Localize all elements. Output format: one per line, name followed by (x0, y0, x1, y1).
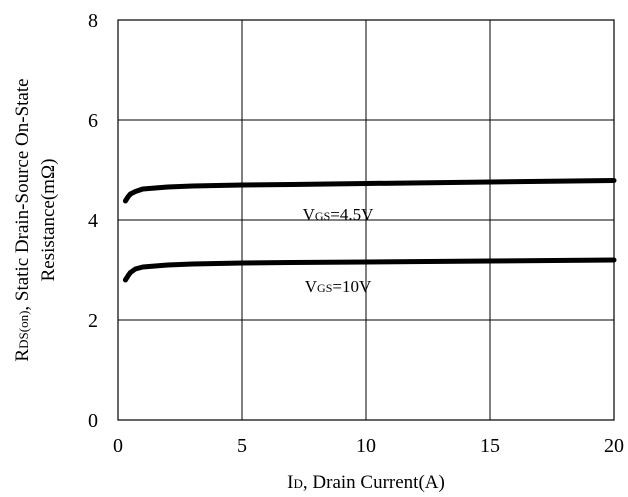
x-tick-label-15: 15 (480, 435, 500, 457)
series-line-0 (122, 178, 617, 204)
y-tick-label-4: 4 (88, 210, 98, 232)
y-axis-label-main: R (12, 349, 33, 362)
x-axis-label-main: I (287, 472, 293, 493)
series-label-vgs-10-rest: =10V (332, 277, 372, 296)
y-tick-label-0: 0 (88, 410, 98, 432)
x-tick-labels: 0 5 10 15 20 (113, 435, 624, 457)
x-axis-label-sub: D (294, 476, 303, 491)
x-tick-label-20: 20 (604, 435, 624, 457)
grid (118, 20, 614, 420)
series-label-vgs-4-5-rest: =4.5V (330, 205, 374, 224)
series-label-vgs-4-5: VGS=4.5V (303, 205, 374, 224)
y-axis-label-line1: RDS(on), Static Drain-Source On-State (12, 78, 33, 361)
y-tick-labels: 0 2 4 6 8 (88, 10, 98, 432)
x-tick-label-10: 10 (356, 435, 376, 457)
x-tick-label-0: 0 (113, 435, 123, 457)
x-axis-label-rest: , Drain Current(A) (303, 472, 445, 493)
y-axis-label-sub: DS(on) (16, 311, 31, 349)
y-axis-label-line2: Resistance(mΩ) (38, 159, 59, 282)
y-axis-label-rest: , Static Drain-Source On-State (12, 78, 33, 310)
series-label-vgs-4-5-sub: GS (315, 209, 330, 223)
y-tick-label-2: 2 (88, 310, 98, 332)
series-label-vgs-10-main: V (305, 277, 318, 296)
x-axis-label: ID, Drain Current(A) (287, 472, 445, 493)
series-label-vgs-4-5-main: V (303, 205, 316, 224)
series-label-vgs-10-sub: GS (317, 281, 332, 295)
series-label-vgs-10: VGS=10V (305, 277, 372, 296)
series-line-1 (122, 257, 617, 283)
y-tick-label-8: 8 (88, 10, 98, 32)
plot-frame (117, 19, 615, 421)
x-tick-label-5: 5 (237, 435, 247, 457)
y-tick-label-6: 6 (88, 110, 98, 132)
series-group (122, 178, 617, 283)
